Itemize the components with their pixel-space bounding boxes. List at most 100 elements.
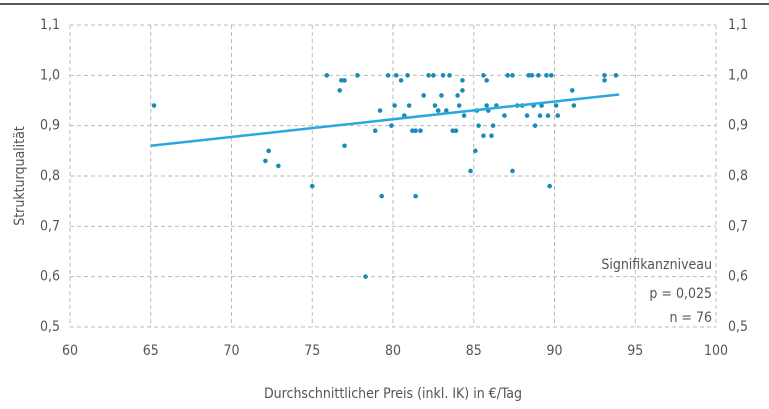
data-point	[489, 133, 494, 139]
data-point	[342, 143, 347, 149]
data-point	[447, 73, 452, 78]
data-point	[337, 88, 343, 93]
data-point	[435, 108, 441, 113]
y-axis-label: Strukturqualität	[12, 126, 28, 226]
data-point	[398, 78, 404, 83]
data-point	[276, 163, 281, 169]
data-point	[547, 183, 552, 189]
data-point	[418, 128, 423, 133]
data-point	[555, 113, 561, 118]
data-point	[502, 113, 507, 118]
data-point	[613, 73, 619, 78]
data-point	[342, 78, 347, 83]
y-tick-label: 0,5	[40, 319, 60, 335]
data-point	[468, 168, 473, 174]
data-point	[377, 108, 383, 113]
data-point	[569, 88, 575, 93]
data-point	[484, 103, 489, 108]
data-point	[355, 73, 360, 78]
data-point	[406, 103, 412, 108]
data-point	[410, 128, 415, 133]
data-point	[526, 73, 531, 78]
data-point	[532, 123, 538, 128]
x-tick-label: 60	[62, 343, 78, 359]
data-point	[324, 73, 330, 78]
y2-tick-label: 1,1	[728, 17, 748, 33]
data-point	[461, 113, 467, 118]
data-point	[484, 78, 489, 83]
annotation: p = 0,025	[649, 286, 712, 302]
y-tick-label: 1,1	[40, 17, 60, 33]
data-point	[413, 128, 418, 133]
y2-tick-label: 0,9	[728, 118, 748, 134]
data-point	[505, 73, 510, 78]
data-point	[456, 103, 462, 108]
data-point	[439, 93, 444, 98]
data-point	[151, 103, 157, 108]
data-point	[392, 103, 397, 108]
y2-tick-label: 0,7	[728, 218, 748, 234]
x-tick-label: 95	[627, 343, 643, 359]
x-tick-label: 85	[466, 343, 482, 359]
data-point	[453, 128, 459, 133]
y2-tick-label: 0,5	[728, 319, 748, 335]
data-point	[510, 168, 515, 174]
y-tick-label: 0,8	[40, 168, 60, 184]
data-point	[460, 88, 465, 93]
data-point	[490, 123, 496, 128]
data-point	[426, 73, 431, 78]
data-point	[602, 78, 607, 83]
y2-tick-label: 0,6	[728, 269, 748, 285]
data-point	[405, 73, 410, 78]
y2-tick-label: 1,0	[728, 67, 748, 83]
data-point	[481, 73, 486, 78]
y-tick-label: 0,6	[40, 269, 60, 285]
data-point	[431, 73, 436, 78]
data-point	[339, 78, 344, 83]
data-point	[545, 113, 551, 118]
data-point	[372, 128, 378, 133]
data-point	[263, 158, 268, 164]
x-tick-label: 65	[143, 343, 159, 359]
annotation: Signifikanzniveau	[601, 257, 712, 273]
data-point	[544, 73, 549, 78]
data-point	[421, 93, 426, 98]
data-point	[389, 123, 394, 128]
data-point	[385, 73, 391, 78]
data-point	[481, 133, 486, 139]
annotation: n = 76	[669, 310, 712, 326]
data-point	[266, 148, 271, 154]
data-point	[379, 193, 384, 199]
data-point	[440, 73, 446, 78]
data-point	[524, 113, 530, 118]
x-tick-label: 90	[546, 343, 562, 359]
data-point	[393, 73, 399, 78]
y-tick-label: 0,9	[40, 118, 60, 134]
data-point	[309, 183, 315, 189]
data-point	[363, 274, 368, 279]
x-tick-label: 100	[704, 343, 728, 359]
data-point	[450, 128, 456, 133]
data-point	[571, 103, 577, 108]
x-tick-label: 70	[223, 343, 239, 359]
x-tick-label: 75	[304, 343, 320, 359]
data-point	[537, 113, 543, 118]
data-point	[473, 148, 478, 154]
data-point	[510, 73, 515, 78]
data-point	[539, 103, 544, 108]
y2-tick-label: 0,8	[728, 168, 748, 184]
data-point	[460, 78, 465, 83]
trend-line	[150, 93, 620, 148]
data-point	[443, 108, 449, 113]
data-point	[536, 73, 541, 78]
data-point	[529, 73, 535, 78]
data-point	[553, 103, 559, 108]
data-point	[548, 73, 554, 78]
x-tick-label: 80	[385, 343, 401, 359]
data-point	[432, 103, 438, 108]
y-tick-label: 1,0	[40, 67, 60, 83]
data-point	[476, 123, 481, 128]
data-point	[455, 93, 460, 98]
x-axis-label: Durchschnittlicher Preis (inkl. IK) in €…	[264, 386, 522, 402]
data-point	[413, 193, 418, 199]
